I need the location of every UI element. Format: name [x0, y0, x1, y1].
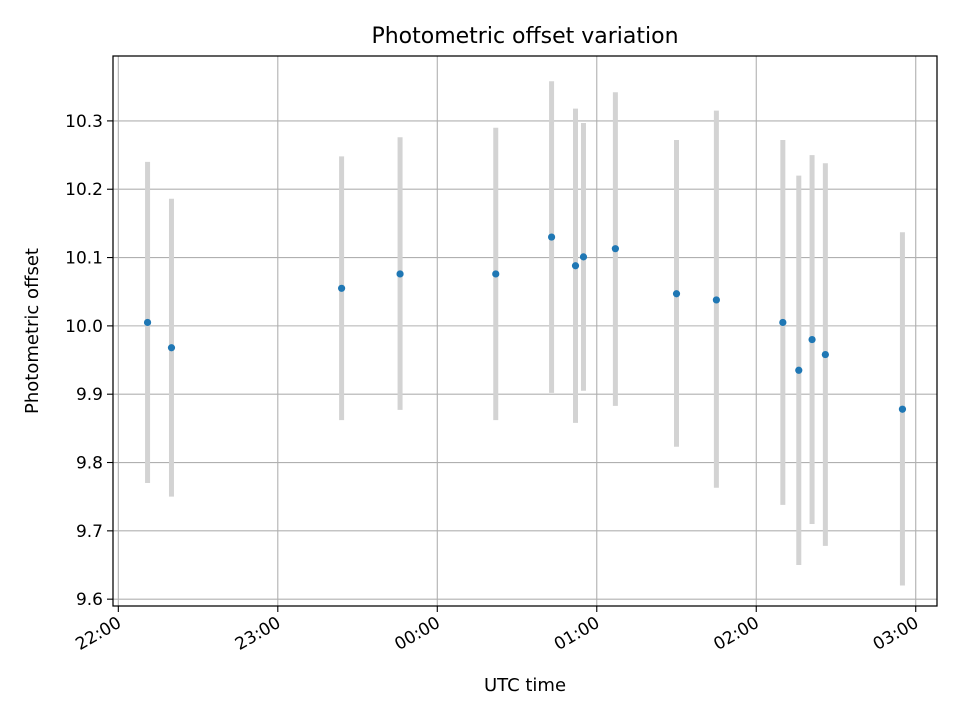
y-axis-label: Photometric offset — [22, 248, 43, 414]
data-point — [571, 262, 580, 270]
data-point — [898, 405, 907, 413]
data-point — [821, 350, 829, 359]
y-tick-label: 10.2 — [65, 180, 103, 200]
y-tick-label: 9.7 — [76, 522, 103, 542]
data-point — [167, 344, 176, 352]
chart-title: Photometric offset variation — [371, 24, 678, 49]
data-point — [712, 296, 720, 304]
data-point — [492, 270, 500, 278]
data-point — [547, 233, 556, 241]
data-point — [579, 253, 588, 261]
data-point — [672, 290, 681, 298]
data-point — [795, 366, 803, 374]
y-tick-label: 10.3 — [65, 112, 103, 132]
data-point — [143, 318, 152, 327]
data-point — [396, 270, 404, 278]
data-point — [611, 245, 619, 253]
y-tick-label: 9.8 — [76, 454, 103, 474]
axes-frame — [112, 55, 938, 607]
data-point — [337, 284, 346, 292]
y-tick-label: 10.1 — [65, 249, 103, 269]
data-point — [779, 318, 787, 327]
y-tick-label: 9.6 — [76, 590, 103, 610]
y-tick-label: 9.9 — [76, 385, 103, 405]
x-axis-label: UTC time — [484, 675, 566, 696]
y-tick-label: 10.0 — [65, 317, 103, 337]
data-point — [808, 335, 816, 344]
data-points — [143, 233, 907, 413]
